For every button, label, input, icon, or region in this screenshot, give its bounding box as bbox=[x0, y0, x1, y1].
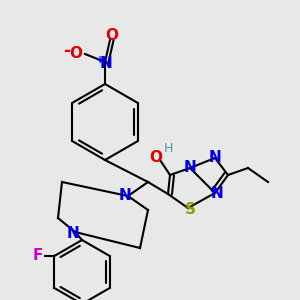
Text: S: S bbox=[184, 202, 196, 217]
Text: -: - bbox=[64, 42, 70, 60]
Text: O: O bbox=[149, 151, 163, 166]
Text: O: O bbox=[70, 46, 83, 62]
Text: F: F bbox=[33, 248, 44, 263]
Text: N: N bbox=[100, 56, 112, 70]
Text: +: + bbox=[96, 55, 104, 65]
Text: O: O bbox=[106, 28, 118, 43]
Text: N: N bbox=[211, 187, 224, 202]
Text: N: N bbox=[67, 226, 80, 242]
Text: H: H bbox=[163, 142, 173, 154]
Text: N: N bbox=[208, 149, 221, 164]
Text: N: N bbox=[118, 188, 131, 203]
Text: N: N bbox=[184, 160, 196, 175]
